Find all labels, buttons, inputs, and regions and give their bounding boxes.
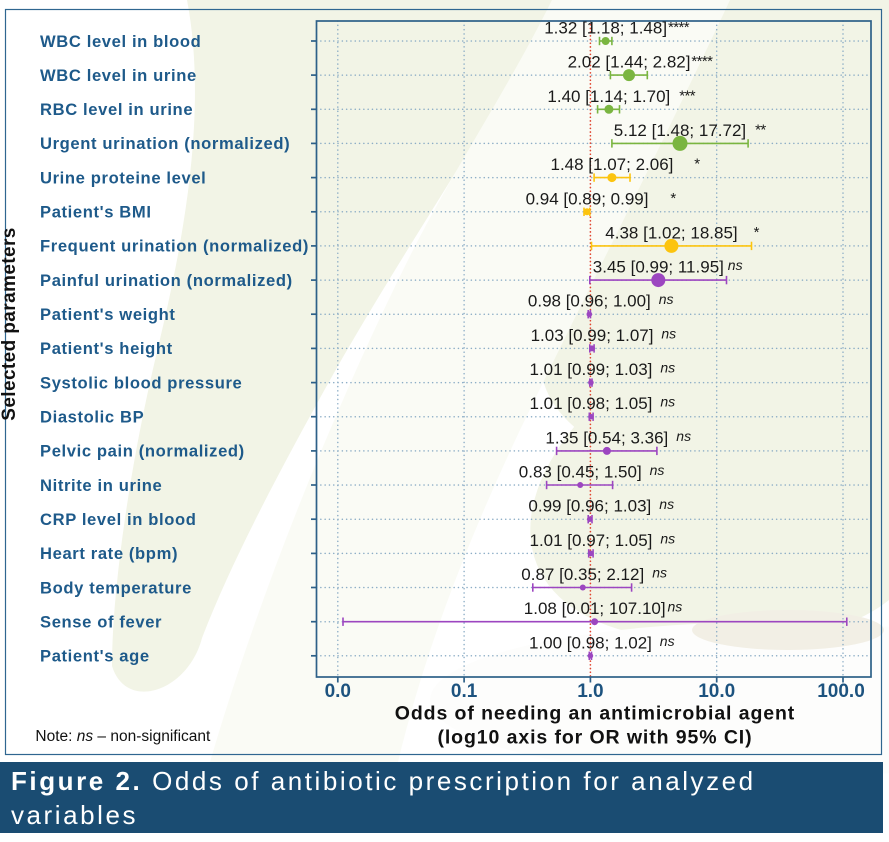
svg-text:1.32 [1.18; 1.48]: 1.32 [1.18; 1.48] [544,19,667,38]
svg-text:variables: variables [11,800,138,830]
svg-text:*: * [670,190,676,207]
svg-text:1.40 [1.14; 1.70]: 1.40 [1.14; 1.70] [547,87,670,106]
svg-text:ns: ns [652,565,667,581]
svg-text:2.02 [1.44; 2.82]: 2.02 [1.44; 2.82] [568,53,691,72]
svg-text:WBC level in blood: WBC level in blood [40,32,201,51]
svg-text:ns: ns [659,496,674,512]
svg-text:*: * [694,156,700,173]
svg-text:ns: ns [660,530,675,546]
svg-text:*: * [754,224,760,241]
svg-text:Urgent urination (normalized): Urgent urination (normalized) [40,134,290,153]
svg-text:0.83 [0.45; 1.50]: 0.83 [0.45; 1.50] [519,463,642,482]
svg-text:ns: ns [660,633,675,649]
svg-text:Note: ns – non-significant: Note: ns – non-significant [35,728,211,745]
svg-text:Frequent urination (normalized: Frequent urination (normalized) [40,237,309,256]
svg-text:Body temperature: Body temperature [40,578,192,597]
svg-text:Urine proteine level: Urine proteine level [40,168,206,187]
svg-text:10.0: 10.0 [698,681,735,702]
svg-text:Selected parameters: Selected parameters [0,227,20,420]
svg-text:Sense of fever: Sense of fever [40,613,162,632]
svg-text:100.0: 100.0 [817,681,865,702]
svg-text:WBC level in urine: WBC level in urine [40,66,197,85]
svg-text:Nitrite in urine: Nitrite in urine [40,476,162,495]
svg-text:ns: ns [650,462,665,478]
svg-text:0.0: 0.0 [325,681,351,702]
svg-text:ns: ns [728,257,743,273]
svg-text:Patient's weight: Patient's weight [40,305,176,324]
svg-text:Patient's age: Patient's age [40,647,150,666]
svg-text:ns: ns [659,291,674,307]
svg-text:**: ** [755,121,766,138]
svg-text:1.48 [1.07; 2.06]: 1.48 [1.07; 2.06] [551,155,674,174]
svg-text:1.01 [0.99; 1.03]: 1.01 [0.99; 1.03] [530,360,653,379]
svg-text:***: *** [679,87,695,104]
svg-text:****: **** [668,19,690,36]
svg-text:1.0: 1.0 [577,681,603,702]
svg-text:1.35 [0.54; 3.36]: 1.35 [0.54; 3.36] [545,428,668,447]
svg-text:ns: ns [676,428,691,444]
svg-text:0.1: 0.1 [451,681,478,702]
svg-text:(log10 axis for OR with 95% CI: (log10 axis for OR with 95% CI) [437,727,752,749]
svg-text:ns: ns [660,360,675,376]
svg-text:Systolic blood pressure: Systolic blood pressure [40,373,242,392]
svg-text:1.08 [0.01; 107.10]: 1.08 [0.01; 107.10] [524,599,666,618]
svg-text:Patient's BMI: Patient's BMI [40,203,152,222]
svg-text:1.03 [0.99; 1.07]: 1.03 [0.99; 1.07] [531,326,654,345]
svg-text:Figure 2. Odds of antibiotic p: Figure 2. Odds of antibiotic prescriptio… [11,766,756,796]
svg-text:ns: ns [668,599,683,615]
svg-text:Heart rate (bpm): Heart rate (bpm) [40,544,178,563]
svg-text:RBC level in urine: RBC level in urine [40,100,193,119]
svg-text:0.94 [0.89; 0.99]: 0.94 [0.89; 0.99] [526,189,649,208]
svg-text:1.01 [0.97; 1.05]: 1.01 [0.97; 1.05] [530,531,653,550]
svg-text:Odds of needing an antimicrobi: Odds of needing an antimicrobial agent [395,703,795,725]
svg-text:Diastolic BP: Diastolic BP [40,408,144,427]
svg-text:4.38 [1.02; 18.85]: 4.38 [1.02; 18.85] [605,223,737,242]
svg-text:Painful urination (normalized): Painful urination (normalized) [40,271,293,290]
svg-text:ns: ns [660,394,675,410]
svg-text:0.99 [0.96; 1.03]: 0.99 [0.96; 1.03] [528,497,651,516]
svg-text:0.87 [0.35; 2.12]: 0.87 [0.35; 2.12] [521,565,644,584]
svg-text:ns: ns [661,325,676,341]
svg-text:CRP level in blood: CRP level in blood [40,510,197,529]
svg-text:3.45 [0.99; 11.95]: 3.45 [0.99; 11.95] [593,258,724,277]
svg-text:0.98 [0.96; 1.00]: 0.98 [0.96; 1.00] [528,292,651,311]
svg-text:1.00 [0.98; 1.02]: 1.00 [0.98; 1.02] [529,633,652,652]
svg-text:5.12 [1.48; 17.72]: 5.12 [1.48; 17.72] [614,121,746,140]
svg-text:1.01 [0.98; 1.05]: 1.01 [0.98; 1.05] [530,394,653,413]
svg-text:Pelvic pain (normalized): Pelvic pain (normalized) [40,442,245,461]
svg-text:****: **** [691,53,713,70]
svg-text:Patient's height: Patient's height [40,339,173,358]
